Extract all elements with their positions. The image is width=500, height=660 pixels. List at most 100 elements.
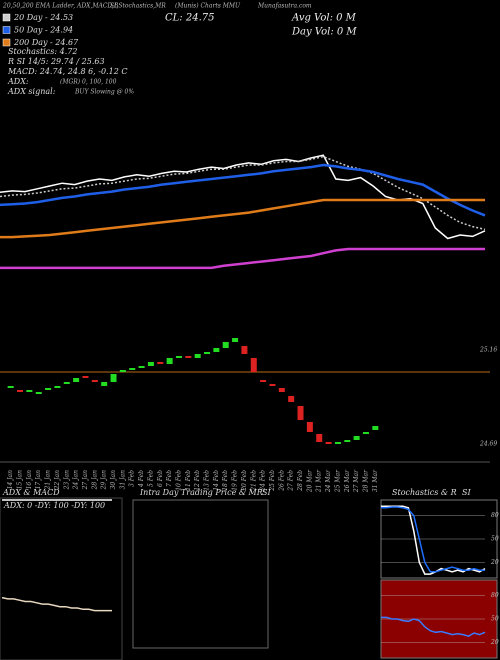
x-tick-label: 11 Feb: [185, 470, 192, 491]
chart-site: Munafasutra.com: [257, 3, 312, 10]
x-tick-label: 26 Feb: [278, 470, 285, 492]
x-tick-label: 4 Feb: [138, 470, 145, 488]
candle-body: [288, 396, 295, 402]
x-tick-label: 16 Jan: [26, 470, 33, 490]
chart-subtitle: SI,Stochastics,MR: [110, 3, 166, 10]
x-tick-label: 10 Feb: [175, 470, 182, 491]
panel-title: Intra Day Trading Price & MR: [139, 488, 263, 497]
x-tick-label: 21 Mar: [316, 469, 323, 493]
x-tick-label: 22 Jan: [54, 470, 61, 491]
x-tick-label: 26 Mar: [344, 469, 351, 493]
legend-swatch: [2, 13, 11, 22]
series-line: [381, 505, 486, 575]
candle-body: [91, 380, 98, 382]
x-tick-label: 6 Feb: [157, 470, 164, 487]
x-tick-label: 27 Jan: [82, 470, 89, 491]
series-line: [381, 616, 486, 638]
x-tick-label: 30 Jan: [110, 470, 117, 490]
candle-body: [278, 388, 285, 392]
annotation: ADX:: [7, 77, 29, 86]
panel-subtitle: ADX: 0 -DY: 100 -DY: 100: [3, 501, 105, 510]
x-tick-label: 20 Mar: [306, 469, 313, 493]
y-tick-label: 50: [491, 616, 499, 623]
legend-label: 20 Day - 24.53: [13, 13, 73, 22]
x-tick-label: 24 Feb: [260, 470, 267, 492]
y-tick-label: 24.69: [479, 441, 497, 448]
x-tick-label: 23 Jan: [63, 470, 70, 491]
candle-body: [241, 346, 248, 354]
panel-title: Stochastics & R: [392, 488, 457, 497]
candle-body: [325, 442, 332, 444]
x-tick-label: 17 Jan: [35, 470, 42, 490]
candle-body: [194, 354, 201, 358]
candle-body: [54, 386, 61, 388]
series-line: [0, 163, 486, 217]
y-tick-label: 20: [490, 559, 499, 566]
y-tick-label: 25.16: [479, 347, 497, 354]
x-tick-label: 15 Jan: [17, 470, 24, 490]
x-tick-label: 28 Jan: [91, 470, 98, 491]
intraday-box: [132, 499, 269, 649]
x-tick-label: 19 Feb: [232, 470, 239, 491]
candle-body: [147, 362, 154, 366]
candle-body: [269, 384, 276, 386]
annotation: ADX signal:: [7, 87, 56, 96]
candle-body: [222, 342, 229, 348]
candle-body: [129, 368, 136, 370]
candle-body: [232, 338, 239, 342]
candle-body: [45, 388, 52, 390]
x-tick-label: 27 Mar: [353, 469, 360, 493]
candle-body: [35, 392, 42, 394]
x-tick-label: 14 Jan: [7, 470, 14, 490]
annotation: CL: 24.75: [165, 13, 214, 24]
x-tick-label: 14 Feb: [213, 470, 220, 491]
candle-body: [353, 436, 360, 440]
panel-subtitle: SI: [262, 488, 271, 497]
candle-body: [334, 442, 341, 444]
x-tick-label: 24 Mar: [325, 469, 332, 493]
x-tick-label: 25 Mar: [334, 469, 341, 493]
x-tick-label: 21 Jan: [45, 470, 52, 491]
candle-body: [306, 422, 313, 432]
legend-label: 50 Day - 24.94: [14, 26, 73, 35]
x-tick-label: 5 Feb: [147, 470, 154, 487]
candle-body: [166, 358, 173, 364]
legend-swatch: [2, 26, 11, 34]
y-tick-label: 50: [491, 536, 499, 543]
annotation: Avg Vol: 0 M: [291, 13, 357, 24]
x-tick-label: 31 Mar: [372, 469, 379, 492]
series-line: [0, 247, 485, 270]
series-line: [0, 198, 485, 239]
x-tick-label: 28 Feb: [297, 470, 304, 492]
x-tick-label: 12 Feb: [194, 470, 201, 491]
annotation: BUY Slowing @ 0%: [74, 89, 134, 96]
candle-body: [175, 356, 182, 358]
panel-title: ADX & MACD: [2, 488, 60, 497]
x-tick-label: 7 Feb: [166, 470, 173, 487]
candle-body: [73, 378, 80, 382]
candle-body: [297, 406, 304, 420]
candle-body: [110, 374, 117, 382]
candle-body: [372, 426, 379, 430]
x-tick-label: 29 Jan: [101, 470, 108, 491]
candle-body: [362, 432, 369, 434]
x-tick-label: 25 Feb: [269, 470, 276, 492]
annotation: Day Vol: 0 M: [291, 27, 357, 38]
x-tick-label: 13 Feb: [204, 470, 211, 491]
annotation: (MGR) 0, 100, 100: [60, 79, 117, 86]
candle-body: [185, 356, 192, 358]
legend-swatch: [2, 38, 11, 47]
candle-body: [119, 370, 126, 372]
annotation: R SI 14/5: 29.74 / 25.63: [7, 57, 105, 66]
chart-source: (Munis) Charts MMU: [175, 3, 241, 10]
x-tick-label: 27 Feb: [288, 470, 295, 492]
candle-body: [213, 348, 220, 352]
candle-body: [101, 382, 108, 386]
x-tick-label: 18 Feb: [222, 470, 229, 491]
candle-body: [250, 358, 257, 372]
candle-body: [344, 440, 351, 442]
candle-body: [63, 382, 70, 384]
candle-body: [260, 380, 267, 382]
series-line: [1, 596, 112, 612]
adx-box: [0, 497, 123, 660]
